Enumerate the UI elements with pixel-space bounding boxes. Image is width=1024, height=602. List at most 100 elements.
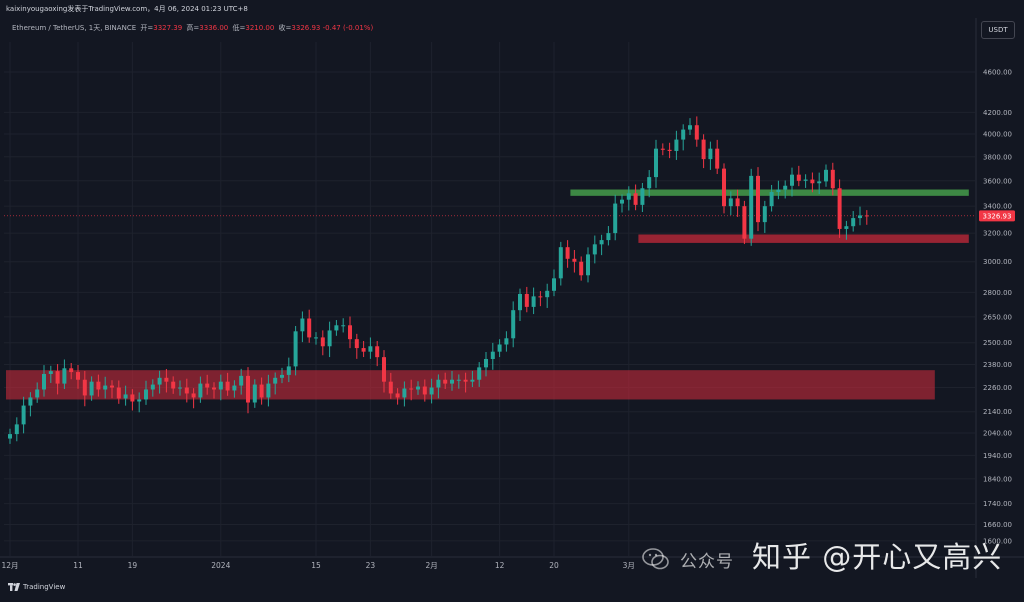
price-tick-label: 2260.00 <box>983 384 1012 392</box>
price-tick-label: 3000.00 <box>983 258 1012 266</box>
candle-body <box>341 325 346 327</box>
candle-body <box>246 375 250 403</box>
candle-body <box>348 325 352 340</box>
candle-body <box>35 389 40 398</box>
candle-body <box>218 381 223 390</box>
candle-body <box>586 254 590 276</box>
candle-body <box>436 379 441 388</box>
candle-body <box>776 189 781 193</box>
price-tick-label: 1660.00 <box>983 521 1012 529</box>
currency-unit-button[interactable]: USDT <box>981 21 1015 39</box>
candle-body <box>504 338 509 345</box>
candle-body <box>144 389 148 400</box>
candle-body <box>96 381 101 390</box>
candle-body <box>830 169 835 189</box>
candle-body <box>592 244 597 255</box>
candle-body <box>110 385 114 388</box>
candle-body <box>538 296 543 298</box>
candle-body <box>579 261 584 276</box>
candle-body <box>368 346 373 352</box>
last-price-label: 3326.93 <box>983 212 1012 220</box>
candle-body <box>796 174 801 181</box>
watermark-text: 知乎 @开心又高兴 <box>752 540 1003 574</box>
candle-body <box>402 388 407 398</box>
symbol-name[interactable]: Ethereum / TetherUS, 1天, BINANCE <box>12 24 137 32</box>
price-tick-label: 1600.00 <box>983 537 1012 545</box>
price-tick-label: 4200.00 <box>983 109 1012 117</box>
brand-name: TradingView <box>23 583 66 591</box>
candle-body <box>613 203 618 234</box>
candle-body <box>157 377 162 385</box>
candle-body <box>769 192 774 207</box>
time-tick-label: 11 <box>73 561 83 570</box>
top-bar: kaixinyougaoxing发表于TradingView.com，4月 06… <box>0 0 1024 18</box>
candle-body <box>864 215 869 217</box>
candle-body <box>633 193 638 205</box>
candle-body <box>484 358 488 368</box>
time-tick-label: 12 <box>495 561 505 570</box>
candle-body <box>314 337 318 339</box>
candle-body <box>130 394 135 402</box>
candle-body <box>694 125 699 140</box>
candle-body <box>375 346 380 358</box>
symbol-legend: Ethereum / TetherUS, 1天, BINANCE 开=3327.… <box>12 23 373 33</box>
candle-body <box>76 372 80 380</box>
open-value: 3327.39 <box>153 24 183 32</box>
open-label: 开= <box>140 24 154 32</box>
candle-body <box>572 258 577 262</box>
candle-body <box>790 174 794 186</box>
candle-body <box>205 383 210 388</box>
candle-body <box>565 247 570 259</box>
candle-body <box>756 175 760 223</box>
high-value: 3336.00 <box>199 24 229 32</box>
time-tick-label: 2月 <box>425 561 437 570</box>
last-price-tag <box>979 210 1015 222</box>
candle-body <box>21 405 26 425</box>
candle-body <box>783 185 788 190</box>
candle-body <box>708 148 713 160</box>
candle-body <box>212 387 216 390</box>
price-tick-label: 1940.00 <box>983 452 1012 460</box>
candle-body <box>674 139 679 151</box>
candle-body <box>599 240 604 245</box>
price-tick-label: 3800.00 <box>983 153 1012 161</box>
price-tick-label: 2040.00 <box>983 430 1012 438</box>
candle-body <box>518 293 522 311</box>
candle-body <box>191 393 196 398</box>
price-tick-label: 2500.00 <box>983 339 1012 347</box>
candle-body <box>327 330 332 347</box>
candle-body <box>225 381 230 391</box>
candle-body <box>654 148 658 178</box>
candle-body <box>660 148 665 150</box>
support-zone <box>638 234 969 243</box>
tradingview-brand[interactable]: TradingView <box>8 583 65 591</box>
candle-body <box>103 385 108 390</box>
wechat-icon <box>642 548 669 570</box>
candle-body <box>69 368 74 373</box>
candle-body <box>395 393 400 398</box>
candle-body <box>851 218 856 227</box>
candle-body <box>722 168 726 207</box>
price-tick-label: 3400.00 <box>983 203 1012 211</box>
price-tick-label: 2650.00 <box>983 313 1012 321</box>
candle-body <box>178 387 182 389</box>
candle-body <box>735 198 740 207</box>
candle-body <box>388 381 393 394</box>
candle-body <box>667 149 672 151</box>
candle-body <box>490 351 495 359</box>
candle-body <box>382 357 386 382</box>
candle-body <box>286 366 291 375</box>
candle-body <box>497 344 502 352</box>
candle-body <box>184 387 189 394</box>
candle-body <box>524 293 529 307</box>
candle-body <box>477 367 482 380</box>
candle-body <box>252 384 257 403</box>
candle-body <box>320 337 325 347</box>
candle-body <box>42 373 46 390</box>
price-tick-label: 4600.00 <box>983 68 1012 76</box>
candle-body <box>171 381 176 389</box>
time-tick-label: 2024 <box>211 561 230 570</box>
candle-body <box>463 379 468 382</box>
